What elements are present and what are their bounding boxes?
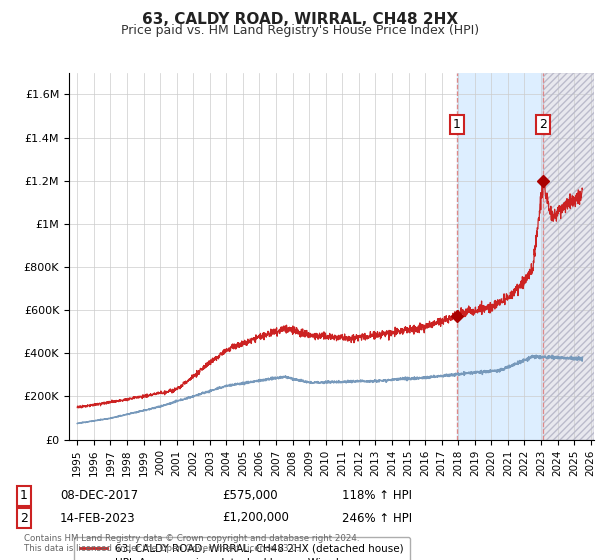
Text: 246% ↑ HPI: 246% ↑ HPI [342, 511, 412, 525]
Text: £575,000: £575,000 [222, 489, 278, 502]
Text: 2: 2 [20, 511, 28, 525]
Text: 08-DEC-2017: 08-DEC-2017 [60, 489, 138, 502]
Legend: 63, CALDY ROAD, WIRRAL, CH48 2HX (detached house), HPI: Average price, detached : 63, CALDY ROAD, WIRRAL, CH48 2HX (detach… [74, 537, 410, 560]
Text: 1: 1 [453, 118, 461, 130]
Text: 63, CALDY ROAD, WIRRAL, CH48 2HX: 63, CALDY ROAD, WIRRAL, CH48 2HX [142, 12, 458, 27]
Bar [457, 73, 543, 440]
Bar [543, 73, 594, 440]
Text: 1: 1 [20, 489, 28, 502]
Text: 14-FEB-2023: 14-FEB-2023 [60, 511, 136, 525]
Text: Contains HM Land Registry data © Crown copyright and database right 2024.
This d: Contains HM Land Registry data © Crown c… [24, 534, 359, 553]
Text: 2: 2 [539, 118, 547, 130]
Text: £1,200,000: £1,200,000 [222, 511, 289, 525]
Text: 118% ↑ HPI: 118% ↑ HPI [342, 489, 412, 502]
Text: Price paid vs. HM Land Registry's House Price Index (HPI): Price paid vs. HM Land Registry's House … [121, 24, 479, 37]
Bar [543, 73, 594, 440]
